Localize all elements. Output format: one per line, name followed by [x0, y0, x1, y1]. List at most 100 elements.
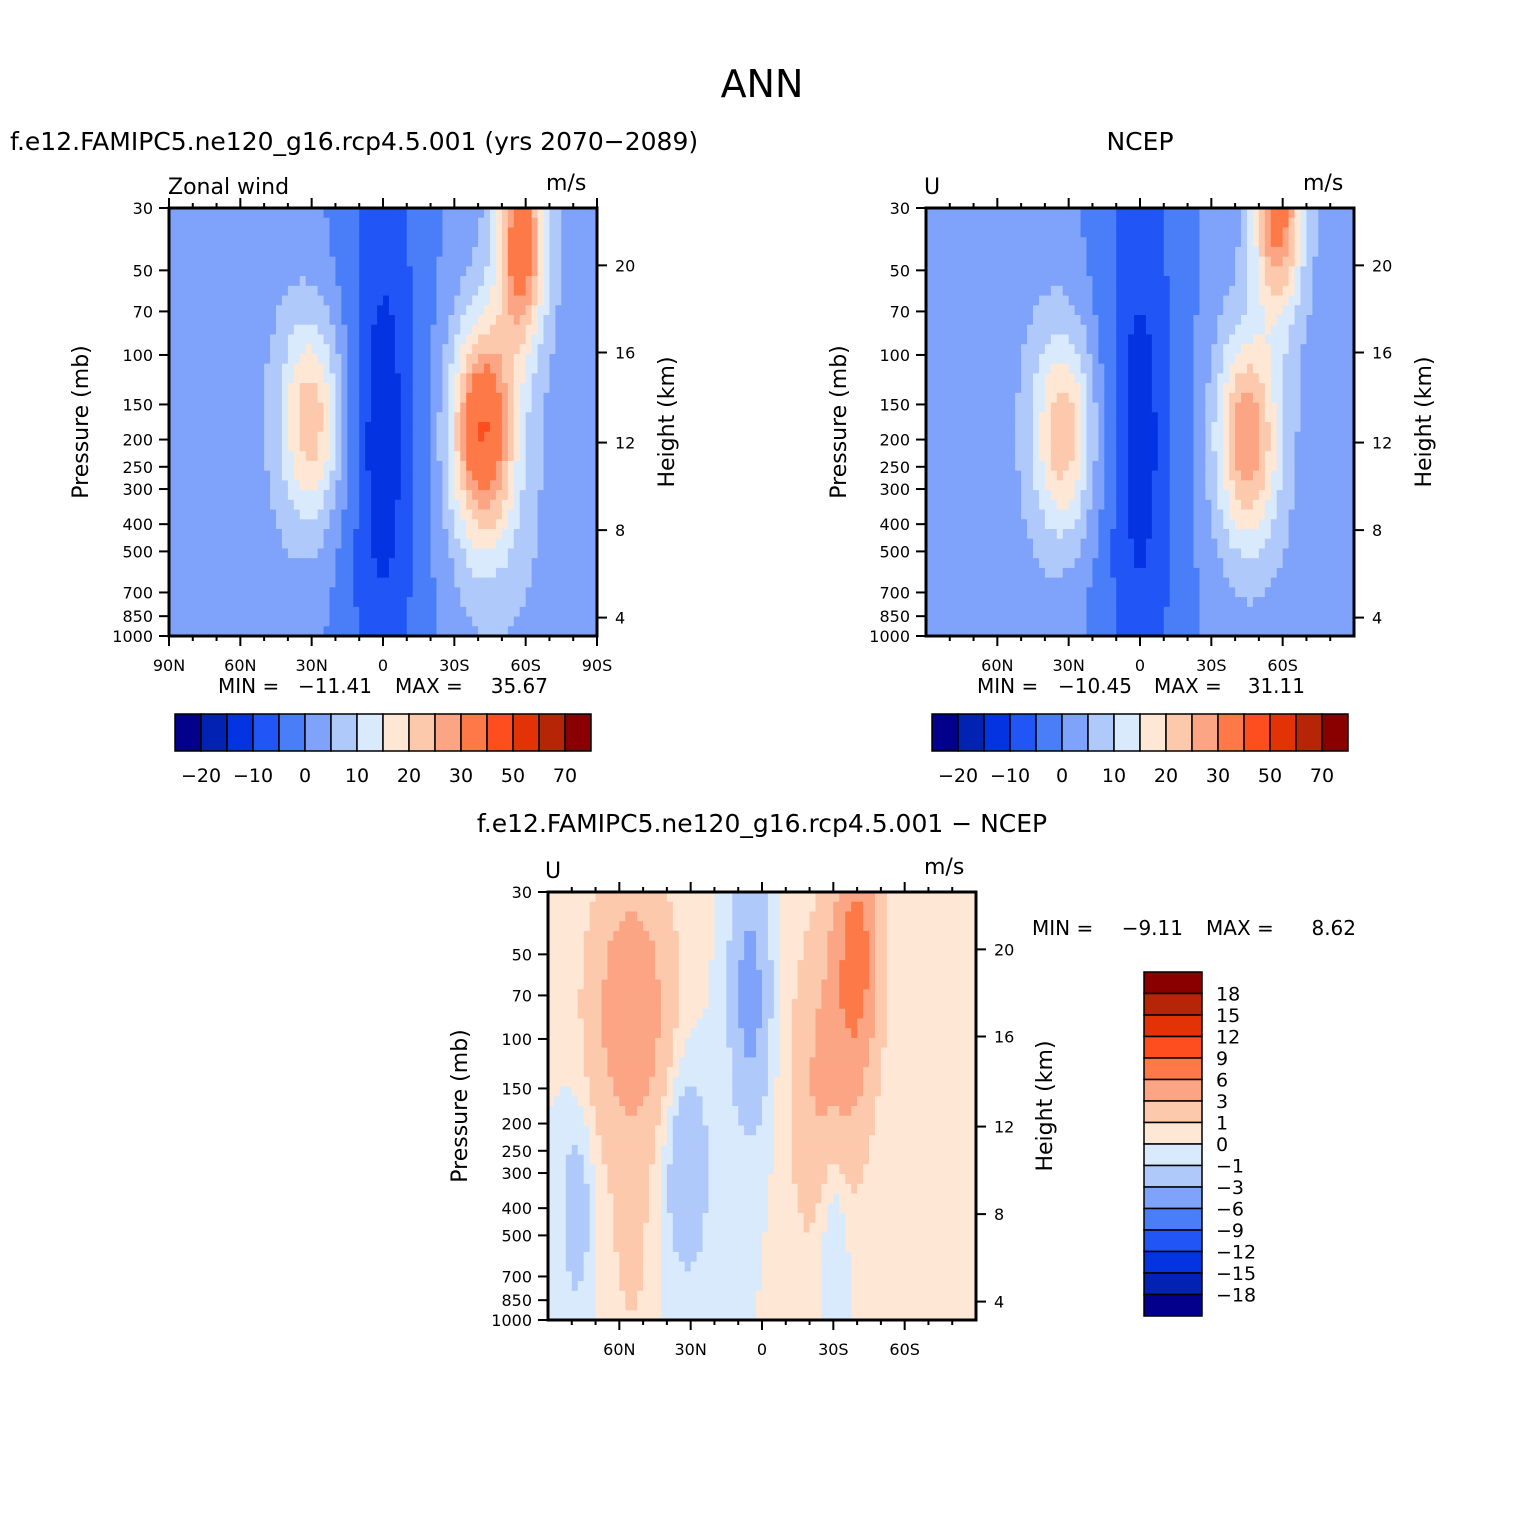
field-cell	[1021, 597, 1028, 608]
field-cell	[335, 295, 342, 306]
field-cell	[573, 538, 580, 550]
field-cell	[406, 626, 414, 637]
field-cell	[937, 597, 945, 608]
field-cell	[436, 373, 444, 384]
field-cell	[377, 519, 384, 530]
field-cell	[305, 509, 313, 520]
field-cell	[341, 353, 348, 365]
field-cell	[204, 266, 212, 277]
field-cell	[531, 538, 539, 550]
field-cell	[234, 558, 241, 569]
field-cell	[442, 422, 449, 433]
field-cell	[1140, 324, 1147, 336]
field-cell	[258, 606, 265, 618]
field-cell	[436, 431, 444, 443]
field-cell	[400, 587, 408, 598]
field-cell	[359, 626, 366, 637]
field-cell	[406, 324, 414, 336]
field-cell	[240, 470, 247, 481]
field-cell	[579, 606, 586, 618]
field-cell	[573, 626, 580, 637]
field-cell	[359, 227, 366, 238]
field-cell	[365, 460, 372, 472]
field-cell	[1122, 538, 1129, 550]
field-cell	[1009, 626, 1016, 637]
field-cell	[192, 499, 200, 511]
field-cell	[400, 548, 408, 559]
field-cell	[1050, 373, 1058, 384]
field-cell	[1009, 587, 1016, 598]
field-cell	[1050, 567, 1058, 579]
field-cell	[258, 509, 265, 520]
field-cell	[513, 256, 521, 267]
field-cell	[317, 441, 325, 452]
field-cell	[317, 606, 325, 618]
field-cell	[507, 548, 515, 559]
field-cell	[424, 577, 432, 588]
field-cell	[240, 451, 247, 462]
field-cell	[979, 480, 987, 491]
field-cell	[1074, 237, 1082, 248]
field-cell	[240, 558, 247, 569]
field-cell	[1015, 353, 1022, 365]
field-cell	[448, 237, 455, 248]
field-cell	[424, 412, 432, 423]
field-cell	[1110, 334, 1117, 345]
field-cell	[228, 519, 235, 530]
field-cell	[484, 392, 491, 404]
field-cell	[507, 266, 515, 277]
field-cell	[1122, 441, 1129, 452]
field-cell	[293, 490, 301, 501]
field-cell	[442, 606, 449, 618]
field-cell	[246, 305, 253, 316]
field-cell	[519, 295, 527, 306]
field-cell	[305, 577, 313, 588]
field-cell	[543, 344, 551, 355]
field-cell	[216, 324, 224, 336]
field-cell	[955, 529, 963, 540]
field-cell	[412, 441, 420, 452]
y-tick-label: 500	[122, 542, 153, 561]
field-cell	[276, 412, 283, 423]
field-cell	[353, 237, 360, 248]
field-cell	[460, 538, 467, 550]
field-cell	[192, 315, 200, 326]
field-cell	[210, 266, 218, 277]
field-cell	[1145, 577, 1153, 588]
field-cell	[997, 256, 1004, 267]
field-cell	[406, 460, 414, 472]
field-cell	[270, 548, 277, 559]
field-cell	[204, 295, 212, 306]
field-cell	[531, 460, 539, 472]
field-cell	[513, 558, 521, 569]
field-cell	[311, 402, 319, 413]
field-cell	[436, 256, 444, 267]
field-cell	[436, 529, 444, 540]
field-cell	[1098, 480, 1105, 491]
field-cell	[448, 227, 455, 238]
field-cell	[949, 353, 957, 365]
field-cell	[979, 538, 987, 550]
field-cell	[985, 295, 992, 306]
field-cell	[264, 460, 271, 472]
field-cell	[204, 616, 212, 627]
field-cell	[210, 616, 218, 627]
field-cell	[1050, 363, 1058, 374]
field-cell	[323, 383, 331, 394]
field-cell	[967, 558, 975, 569]
field-cell	[1104, 324, 1111, 336]
field-cell	[394, 208, 402, 219]
field-cell	[513, 529, 521, 540]
field-cell	[1116, 246, 1123, 258]
field-cell	[270, 276, 277, 287]
field-cell	[931, 334, 939, 345]
field-cell	[335, 217, 342, 229]
field-cell	[252, 217, 259, 229]
field-cell	[359, 616, 366, 627]
field-cell	[394, 538, 402, 550]
x-tick-label: 90S	[582, 656, 613, 675]
field-cell	[507, 490, 515, 501]
field-cell	[1074, 567, 1082, 579]
field-cell	[1033, 295, 1040, 306]
field-cell	[299, 558, 307, 569]
